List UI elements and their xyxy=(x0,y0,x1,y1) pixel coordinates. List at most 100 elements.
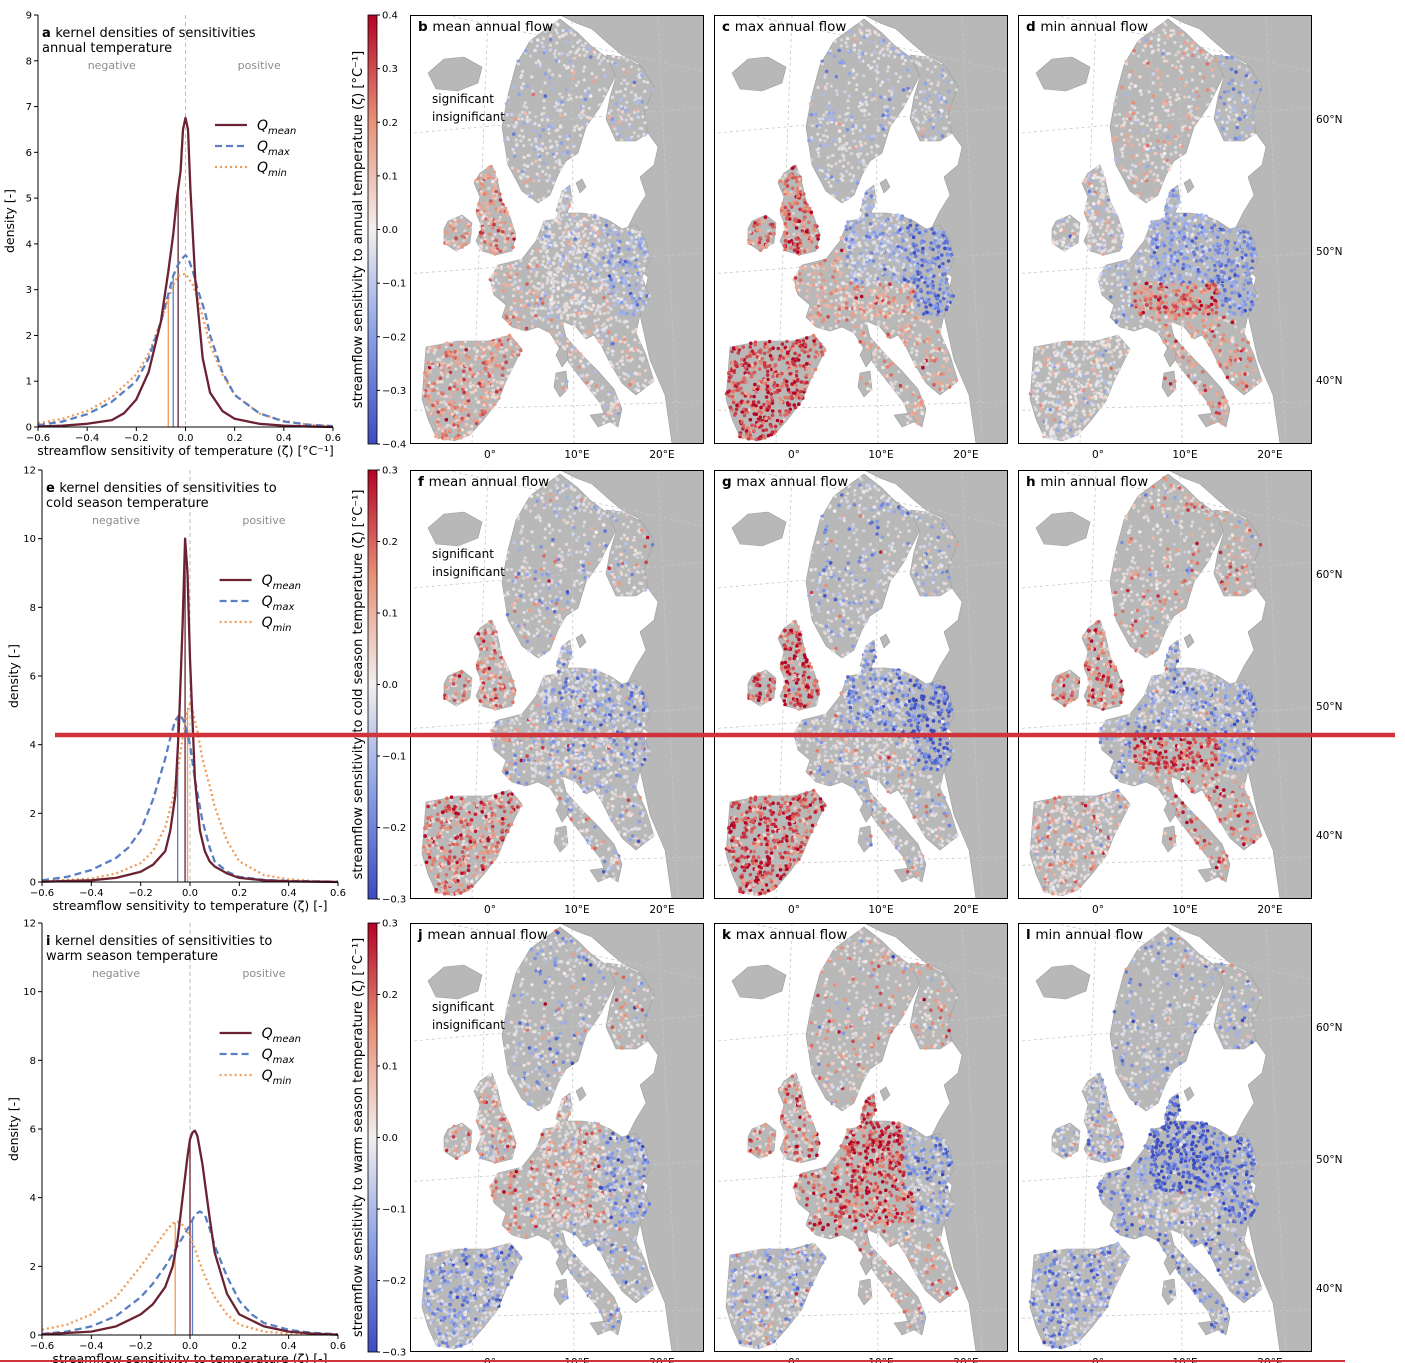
station-dot xyxy=(526,175,530,179)
station-dot xyxy=(437,345,442,349)
station-dot xyxy=(584,224,589,228)
station-dot xyxy=(538,306,542,310)
station-dot xyxy=(607,392,611,397)
station-dot xyxy=(1148,301,1153,306)
station-dot xyxy=(857,55,861,59)
station-dot xyxy=(629,65,633,69)
station-dot xyxy=(554,28,558,32)
station-dot xyxy=(759,380,764,384)
station-dot xyxy=(754,407,758,411)
station-dot xyxy=(487,222,491,226)
station-dot xyxy=(832,118,836,122)
station-dot xyxy=(803,266,808,271)
station-dot xyxy=(437,427,441,431)
station-dot xyxy=(579,315,583,319)
station-dot xyxy=(583,300,587,305)
station-dot xyxy=(492,392,496,396)
station-dot xyxy=(571,252,575,256)
station-dot xyxy=(548,174,552,178)
station-dot xyxy=(765,384,770,389)
station-dot xyxy=(551,282,555,286)
station-dot xyxy=(865,238,870,242)
station-dot xyxy=(808,308,812,312)
map-content xyxy=(410,15,704,444)
station-dot xyxy=(885,364,890,369)
station-dot xyxy=(871,293,875,297)
station-dot xyxy=(871,204,876,208)
station-dot xyxy=(809,113,814,117)
station-dot xyxy=(794,226,799,230)
station-dot xyxy=(442,394,446,398)
station-dot xyxy=(908,417,912,421)
station-dot xyxy=(862,135,866,139)
station-dot xyxy=(551,220,555,225)
station-dot xyxy=(536,298,540,302)
station-dot xyxy=(906,311,911,316)
station-dot xyxy=(811,124,815,128)
station-dot xyxy=(608,360,612,364)
station-dot xyxy=(487,186,491,190)
station-dot xyxy=(543,72,548,76)
station-dot xyxy=(902,289,906,293)
station-dot xyxy=(430,407,435,412)
station-dot xyxy=(915,353,919,357)
station-dot xyxy=(459,382,464,386)
station-dot xyxy=(812,266,816,270)
station-dot xyxy=(625,136,630,141)
station-dot xyxy=(467,374,471,378)
station-dot xyxy=(585,115,589,119)
station-dot xyxy=(459,378,463,382)
station-dot xyxy=(559,316,563,320)
station-dot xyxy=(572,144,576,149)
station-dot xyxy=(595,245,600,250)
station-dot xyxy=(854,324,858,329)
station-dot xyxy=(878,282,883,287)
station-dot xyxy=(534,274,538,278)
station-dot xyxy=(551,73,555,77)
station-dot xyxy=(939,278,944,283)
land-baltic_isl xyxy=(1183,178,1195,194)
station-dot xyxy=(564,235,568,239)
station-dot xyxy=(909,276,914,281)
station-dot xyxy=(606,351,610,355)
station-dot xyxy=(644,105,648,109)
station-dot xyxy=(608,280,612,285)
station-dot xyxy=(1210,311,1215,316)
station-dot xyxy=(529,54,533,58)
map-title-text: mean annual flow xyxy=(432,19,553,35)
station-dot xyxy=(494,363,498,368)
station-dot xyxy=(480,383,485,388)
station-dot xyxy=(518,175,522,179)
station-dot xyxy=(593,250,597,254)
station-dot xyxy=(779,400,784,404)
station-dot xyxy=(1128,110,1132,114)
station-dot xyxy=(947,303,951,307)
station-dot xyxy=(1158,236,1162,240)
station-dot xyxy=(463,350,467,354)
station-dot xyxy=(954,378,959,383)
station-dot xyxy=(447,400,452,404)
station-dot xyxy=(751,242,755,246)
lon-tick-label: 20°E xyxy=(953,449,978,461)
station-dot xyxy=(519,286,524,290)
station-dot xyxy=(1087,192,1092,196)
station-dot xyxy=(1222,288,1227,292)
station-dot xyxy=(485,173,489,178)
station-dot xyxy=(917,293,922,298)
station-dot xyxy=(890,361,895,366)
station-dot xyxy=(572,128,577,132)
station-dot xyxy=(474,409,478,413)
station-dot xyxy=(1144,248,1148,252)
station-dot xyxy=(928,87,932,91)
station-dot xyxy=(1141,48,1145,53)
station-dot xyxy=(1063,387,1067,391)
legend-label-min: Qmin xyxy=(262,615,292,634)
station-dot xyxy=(899,272,904,277)
station-dot xyxy=(450,407,454,411)
station-dot xyxy=(867,276,872,280)
station-dot xyxy=(799,380,804,384)
station-dot xyxy=(601,339,605,343)
station-dot xyxy=(1133,115,1137,119)
station-dot xyxy=(786,192,791,196)
